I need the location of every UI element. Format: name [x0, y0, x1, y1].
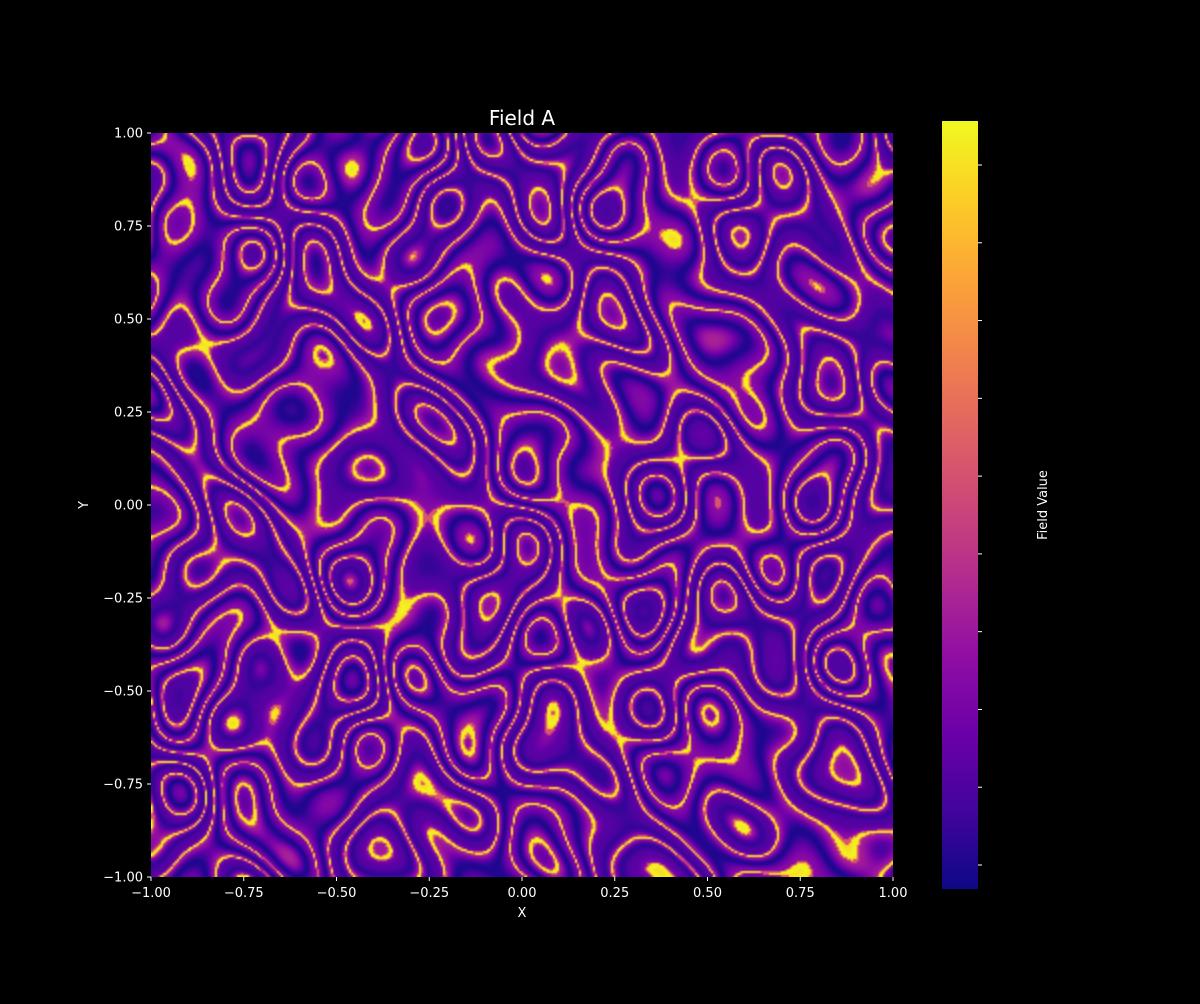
colorbar [942, 121, 982, 889]
x-axis-label: X [518, 906, 527, 921]
y-tick-label: −0.75 [103, 778, 143, 793]
y-axis-label: Y [77, 501, 92, 510]
y-tick-label: 1.00 [114, 127, 143, 142]
y-axis-ticks: −1.00 −0.75 −0.50 −0.25 0.00 0.25 0.50 0.75 1.00 [103, 127, 151, 886]
colorbar-gradient [942, 121, 978, 889]
chart-title: Field A [489, 106, 556, 130]
plot-area [151, 133, 893, 877]
x-tick-label: 0.25 [600, 886, 629, 901]
x-tick-label: −0.50 [317, 886, 357, 901]
y-tick-label: 0.50 [114, 313, 143, 328]
heatmap-image [151, 133, 893, 877]
x-tick-label: 0.00 [508, 886, 537, 901]
x-tick-label: −0.75 [224, 886, 264, 901]
y-tick-label: −0.25 [103, 592, 143, 607]
y-tick-label: −0.50 [103, 685, 143, 700]
x-tick-label: −0.25 [409, 886, 449, 901]
y-tick-label: −1.00 [103, 871, 143, 886]
y-tick-label: 0.00 [114, 499, 143, 514]
x-axis-ticks: −1.00 −0.75 −0.50 −0.25 0.00 0.25 0.50 0.75 1.00 [131, 877, 907, 901]
x-tick-label: −1.00 [131, 886, 171, 901]
y-tick-label: 0.25 [114, 406, 143, 421]
x-tick-label: 0.75 [786, 886, 815, 901]
x-tick-label: 1.00 [879, 886, 908, 901]
x-tick-label: 0.50 [693, 886, 722, 901]
colorbar-label: Field Value [1036, 470, 1051, 540]
y-tick-label: 0.75 [114, 220, 143, 235]
